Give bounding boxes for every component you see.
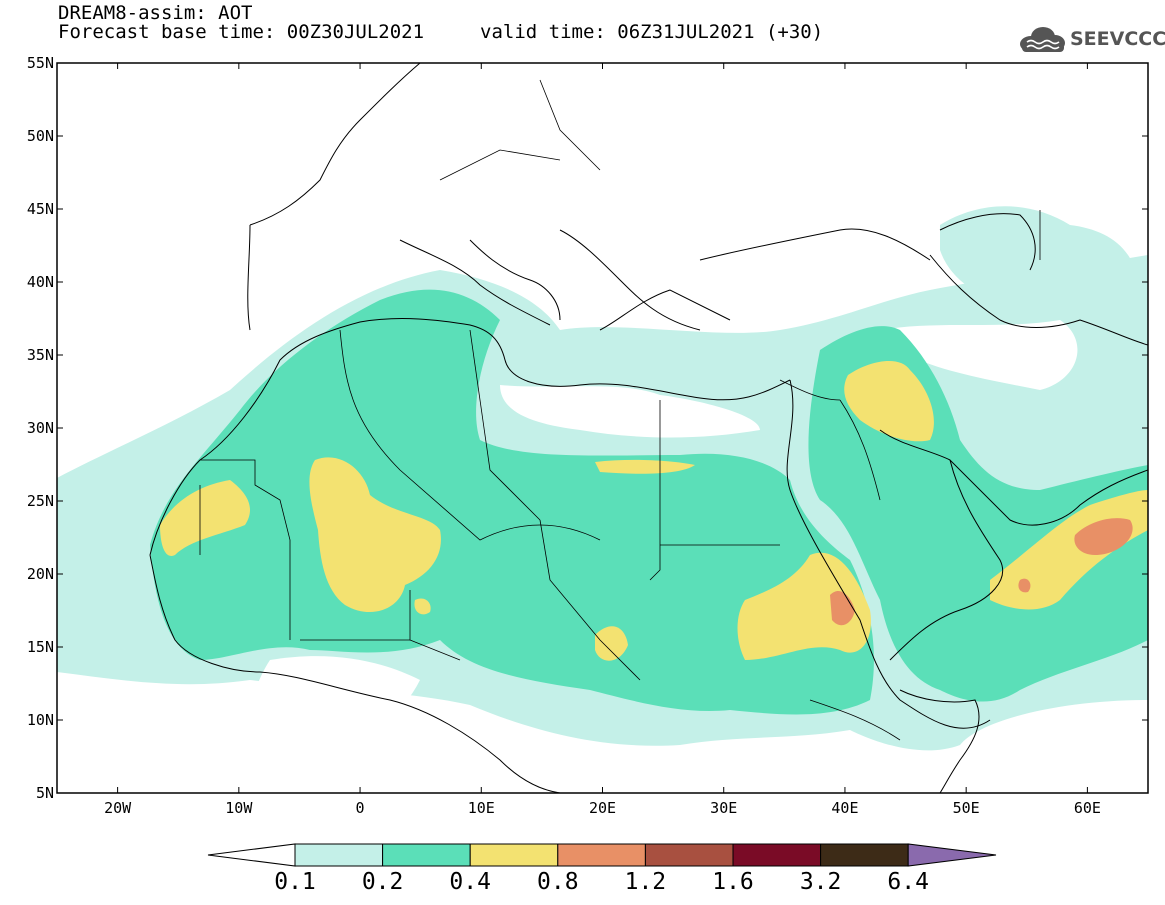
lat-tick-label: 20N <box>27 565 54 583</box>
aot-contours <box>57 63 1148 793</box>
forecast-times: Forecast base time: 00Z30JUL2021 valid ti… <box>58 21 823 43</box>
colorbar-box <box>382 843 471 867</box>
country-borders <box>199 79 1041 741</box>
lat-tick-label: 5N <box>36 784 54 802</box>
colorbar-label: 0.4 <box>449 869 491 895</box>
lon-tick-label: 10W <box>225 799 253 817</box>
latitude-ticks: 5N 10N 15N 20N 25N 30N 35N 40N 45N 50N 55N <box>27 54 1148 802</box>
lat-tick-label: 25N <box>27 492 54 510</box>
lon-tick-label: 50E <box>953 799 980 817</box>
colorbar-label: 0.1 <box>274 869 316 895</box>
base-time: Forecast base time: 00Z30JUL2021 <box>58 21 425 43</box>
lon-tick-label: 30E <box>710 799 737 817</box>
aot-band-0.8 <box>830 518 1133 626</box>
colorbar-box <box>644 843 734 867</box>
lat-tick-label: 55N <box>27 54 54 72</box>
colorbar-box <box>294 843 384 867</box>
aot-band-0.4 <box>160 360 1148 661</box>
colorbar-label: 1.2 <box>624 869 667 895</box>
coastlines <box>149 63 1148 793</box>
colorbar-low-arrow <box>207 843 296 867</box>
lat-tick-label: 40N <box>27 273 54 291</box>
lon-tick-label: 60E <box>1074 799 1101 817</box>
seevccc-logo: SEEVCCC <box>1018 24 1165 56</box>
valid-time: valid time: 06Z31JUL2021 (+30) <box>480 21 824 43</box>
colorbar-label: 0.2 <box>361 869 404 895</box>
colorbar-high-arrow <box>907 843 997 867</box>
logo-text: SEEVCCC <box>1070 28 1165 50</box>
lat-tick-label: 30N <box>27 419 54 437</box>
lat-tick-label: 35N <box>27 346 54 364</box>
lat-tick-label: 15N <box>27 638 54 656</box>
lon-tick-label: 0 <box>356 799 365 817</box>
colorbar-box <box>469 843 559 867</box>
colorbar-label: 1.6 <box>712 869 754 895</box>
colorbar-box <box>557 843 646 867</box>
colorbar-box <box>820 843 909 867</box>
lat-tick-label: 50N <box>27 127 54 145</box>
colorbar-label: 0.8 <box>537 869 579 895</box>
map-title: DREAM8-assim: AOT <box>58 2 253 24</box>
lon-tick-label: 40E <box>831 799 858 817</box>
longitude-ticks: 20W 10W 0 10E 20E 30E 40E 50E 60E <box>104 63 1101 817</box>
lat-tick-label: 10N <box>27 711 54 729</box>
cloud-icon <box>1020 27 1065 52</box>
lat-tick-label: 45N <box>27 200 54 218</box>
colorbar <box>207 843 997 867</box>
colorbar-box <box>732 843 822 867</box>
colorbar-label: 3.2 <box>799 869 842 895</box>
lon-tick-label: 20W <box>104 799 132 817</box>
lon-tick-label: 20E <box>589 799 616 817</box>
lon-tick-label: 10E <box>468 799 495 817</box>
colorbar-label: 6.4 <box>887 869 929 895</box>
